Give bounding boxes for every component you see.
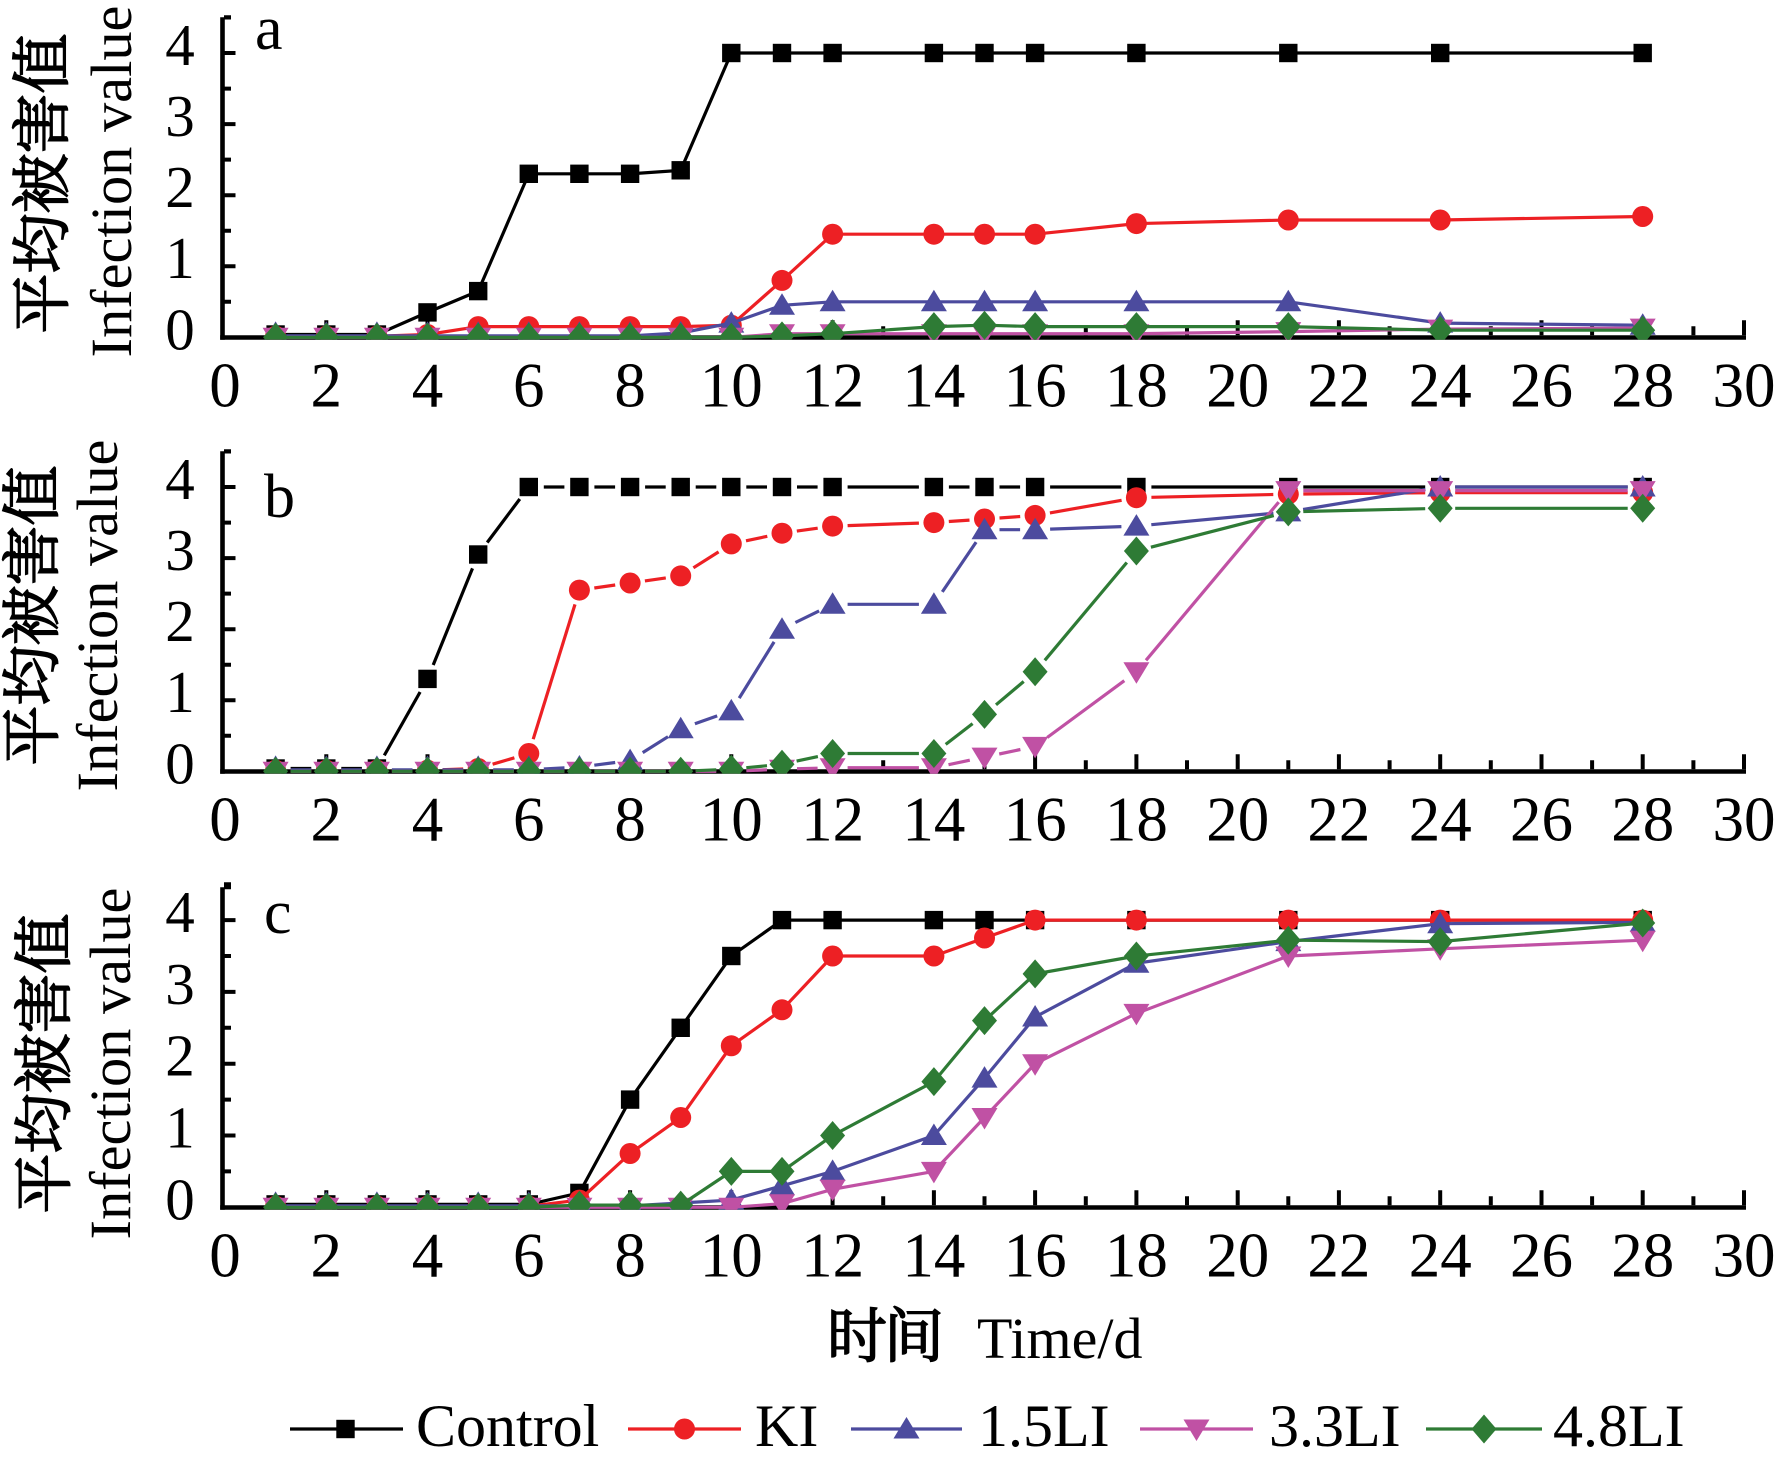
svg-text:6: 6: [513, 784, 545, 854]
svg-text:1: 1: [165, 1095, 195, 1161]
svg-text:18: 18: [1105, 784, 1168, 854]
svg-text:b: b: [264, 463, 295, 531]
svg-text:30: 30: [1713, 1220, 1774, 1290]
svg-text:1: 1: [165, 225, 195, 291]
svg-text:Control: Control: [416, 1393, 599, 1459]
svg-text:30: 30: [1713, 784, 1774, 854]
svg-text:2: 2: [311, 350, 343, 420]
svg-text:0: 0: [165, 296, 195, 362]
svg-text:26: 26: [1510, 1220, 1573, 1290]
svg-text:4: 4: [412, 1220, 444, 1290]
svg-text:8: 8: [614, 350, 646, 420]
svg-text:28: 28: [1611, 1220, 1674, 1290]
svg-text:26: 26: [1510, 350, 1573, 420]
svg-text:20: 20: [1206, 1220, 1269, 1290]
svg-text:6: 6: [513, 350, 545, 420]
svg-text:12: 12: [801, 350, 864, 420]
svg-text:1.5LI: 1.5LI: [978, 1393, 1110, 1459]
svg-text:2: 2: [311, 784, 343, 854]
svg-text:4.8LI: 4.8LI: [1553, 1393, 1685, 1459]
svg-text:30: 30: [1713, 350, 1774, 420]
svg-text:2: 2: [165, 154, 195, 220]
svg-text:16: 16: [1004, 784, 1067, 854]
svg-text:3.3LI: 3.3LI: [1269, 1393, 1401, 1459]
svg-text:0: 0: [209, 1220, 241, 1290]
svg-text:10: 10: [700, 1220, 763, 1290]
svg-text:KI: KI: [755, 1393, 818, 1459]
svg-text:12: 12: [801, 784, 864, 854]
svg-text:3: 3: [165, 517, 195, 583]
svg-text:2: 2: [165, 588, 195, 654]
svg-text:4: 4: [412, 784, 444, 854]
svg-text:22: 22: [1307, 784, 1370, 854]
svg-text:a: a: [255, 0, 283, 63]
svg-text:8: 8: [614, 1220, 646, 1290]
svg-text:18: 18: [1105, 350, 1168, 420]
svg-text:3: 3: [165, 951, 195, 1017]
svg-text:2: 2: [311, 1220, 343, 1290]
svg-text:3: 3: [165, 83, 195, 149]
svg-text:28: 28: [1611, 784, 1674, 854]
svg-text:0: 0: [165, 730, 195, 796]
svg-text:26: 26: [1510, 784, 1573, 854]
svg-text:22: 22: [1307, 350, 1370, 420]
svg-text:24: 24: [1409, 350, 1472, 420]
svg-text:2: 2: [165, 1023, 195, 1089]
svg-text:20: 20: [1206, 350, 1269, 420]
svg-text:14: 14: [902, 784, 965, 854]
svg-text:24: 24: [1409, 784, 1472, 854]
svg-text:0: 0: [209, 784, 241, 854]
svg-text:6: 6: [513, 1220, 545, 1290]
svg-text:14: 14: [902, 1220, 965, 1290]
svg-text:14: 14: [902, 350, 965, 420]
svg-text:24: 24: [1409, 1220, 1472, 1290]
svg-text:1: 1: [165, 659, 195, 725]
svg-text:Time/d: Time/d: [977, 1306, 1142, 1371]
svg-text:28: 28: [1611, 350, 1674, 420]
svg-text:c: c: [264, 879, 292, 947]
svg-text:20: 20: [1206, 784, 1269, 854]
svg-text:Infection value: Infection value: [65, 440, 130, 792]
svg-text:16: 16: [1004, 350, 1067, 420]
svg-text:10: 10: [700, 784, 763, 854]
svg-text:10: 10: [700, 350, 763, 420]
svg-text:0: 0: [165, 1166, 195, 1232]
svg-text:22: 22: [1307, 1220, 1370, 1290]
svg-text:4: 4: [165, 446, 195, 512]
svg-text:4: 4: [165, 12, 195, 78]
svg-text:Infection value: Infection value: [79, 5, 144, 357]
svg-text:8: 8: [614, 784, 646, 854]
svg-text:Infection value: Infection value: [78, 888, 143, 1240]
svg-text:18: 18: [1105, 1220, 1168, 1290]
svg-text:16: 16: [1004, 1220, 1067, 1290]
svg-text:4: 4: [412, 350, 444, 420]
svg-text:4: 4: [165, 879, 195, 945]
svg-text:0: 0: [209, 350, 241, 420]
svg-text:12: 12: [801, 1220, 864, 1290]
